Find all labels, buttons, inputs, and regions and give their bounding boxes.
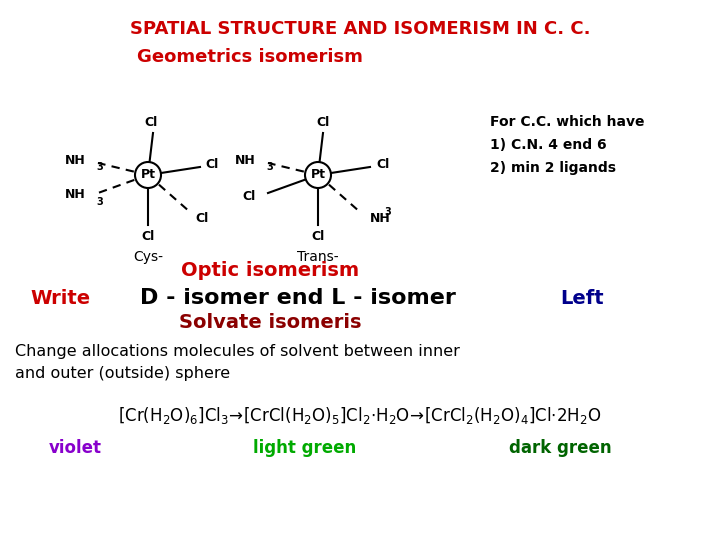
Text: Geometrics isomerism: Geometrics isomerism: [137, 48, 363, 66]
Text: dark green: dark green: [509, 439, 611, 457]
Text: and outer (outside) sphere: and outer (outside) sphere: [15, 366, 230, 381]
Text: Change allocations molecules of solvent between inner: Change allocations molecules of solvent …: [15, 344, 460, 359]
Text: Cys-: Cys-: [133, 250, 163, 264]
Circle shape: [305, 162, 331, 188]
Text: Cl: Cl: [243, 191, 256, 204]
Text: 3: 3: [384, 207, 392, 217]
Text: Optic isomerism: Optic isomerism: [181, 260, 359, 280]
Text: 3: 3: [96, 197, 104, 207]
Text: NH: NH: [66, 188, 86, 201]
Text: NH: NH: [370, 212, 391, 225]
Text: SPATIAL STRUCTURE AND ISOMERISM IN C. C.: SPATIAL STRUCTURE AND ISOMERISM IN C. C.: [130, 20, 590, 38]
Text: Cl: Cl: [311, 231, 325, 244]
Text: For C.C. which have
1) C.N. 4 end 6
2) min 2 ligands: For C.C. which have 1) C.N. 4 end 6 2) m…: [490, 115, 644, 174]
Text: Cl: Cl: [316, 116, 330, 129]
Text: Cl: Cl: [141, 231, 155, 244]
Text: light green: light green: [253, 439, 356, 457]
Text: Cl: Cl: [377, 158, 390, 171]
Text: NH: NH: [66, 153, 86, 166]
Text: Cl: Cl: [195, 212, 209, 225]
Text: D - isomer end L - isomer: D - isomer end L - isomer: [140, 288, 456, 308]
Text: violet: violet: [48, 439, 102, 457]
Text: 3: 3: [96, 162, 104, 172]
Text: $[\mathrm{Cr(H_2O)_6]Cl_3}$$\!\rightarrow\!$$[\mathrm{CrCl(H_2O)_5]Cl_2{\cdot}H_: $[\mathrm{Cr(H_2O)_6]Cl_3}$$\!\rightarro…: [118, 404, 602, 426]
Text: Pt: Pt: [140, 168, 156, 181]
Text: Cl: Cl: [145, 116, 158, 129]
Text: Pt: Pt: [310, 168, 325, 181]
Text: Left: Left: [560, 288, 603, 307]
Text: Cl: Cl: [205, 158, 219, 171]
Text: Write: Write: [30, 288, 90, 307]
Text: Trans-: Trans-: [297, 250, 339, 264]
Circle shape: [135, 162, 161, 188]
Text: Solvate isomeris: Solvate isomeris: [179, 314, 361, 333]
Text: 3: 3: [266, 162, 274, 172]
Text: NH: NH: [235, 153, 256, 166]
